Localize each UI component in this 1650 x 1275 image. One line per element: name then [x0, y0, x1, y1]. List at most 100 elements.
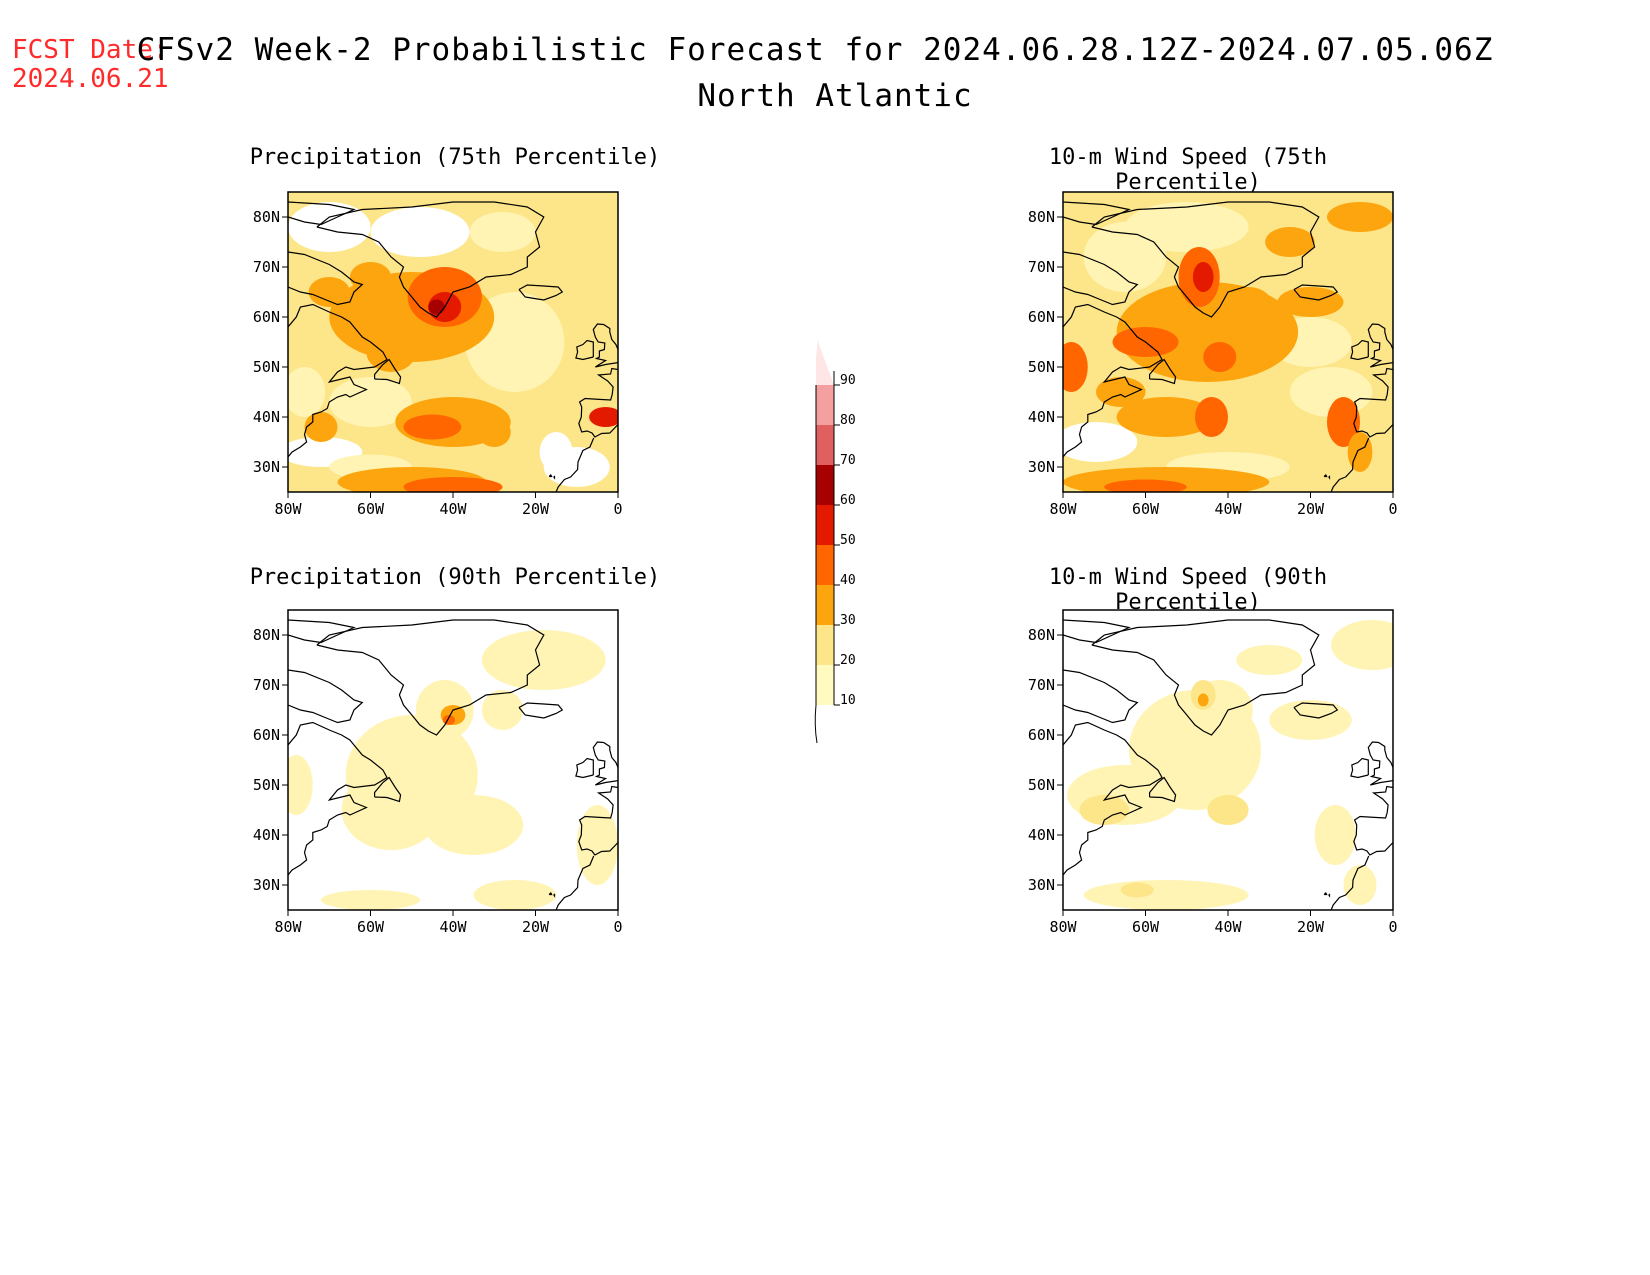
probability-contour [1265, 227, 1315, 257]
lat-tick-label: 60N [253, 308, 280, 326]
fcst-date-value: 2024.06.21 [12, 64, 169, 94]
coastline [1091, 201, 1320, 318]
page-title: CFSv2 Week-2 Probabilistic Forecast for … [136, 32, 1494, 68]
region-subtitle: North Atlantic [697, 78, 973, 114]
probability-contour [1063, 342, 1088, 392]
probability-contour [1195, 397, 1228, 437]
probability-contour [1203, 342, 1237, 372]
lat-tick-label: 60N [1028, 726, 1055, 744]
coastline [555, 437, 595, 492]
coastline [1350, 757, 1369, 779]
field-layer [288, 610, 618, 910]
lon-tick-label: 40W [439, 500, 467, 518]
lon-tick-label: 80W [274, 918, 302, 936]
colorbar-legend: 10 20 30 40 50 60 70 80 90 [814, 339, 856, 744]
coastline [316, 619, 545, 736]
lon-tick-label: 40W [1214, 918, 1242, 936]
probability-contour [304, 412, 338, 442]
probability-contour [1343, 865, 1377, 905]
probability-contour [576, 805, 618, 885]
coastline [316, 201, 545, 318]
coastline [518, 284, 564, 301]
coastline [374, 358, 402, 385]
lat-tick-label: 50N [253, 358, 280, 376]
field-layer [1063, 610, 1393, 910]
probability-contour [1314, 805, 1356, 865]
coastline [575, 339, 594, 361]
colorbar-label: 60 [840, 493, 856, 508]
probability-contour [1197, 693, 1209, 707]
lon-tick-label: 80W [274, 500, 302, 518]
coastline [592, 323, 618, 368]
coastline [1063, 669, 1139, 724]
coastline [548, 474, 553, 478]
lon-tick-label: 0 [613, 500, 622, 518]
probability-contour [341, 770, 441, 850]
coastline [1293, 702, 1339, 719]
probability-contour [539, 432, 573, 472]
colorbar-swatch [816, 545, 834, 585]
probability-contour [1083, 880, 1249, 910]
panel-title-precip-90: Precipitation (90th Percentile) [249, 565, 661, 590]
coastline [288, 201, 356, 226]
colorbar-swatch [816, 425, 834, 465]
lat-tick-label: 50N [1028, 776, 1055, 794]
probability-contour [308, 277, 350, 307]
coastline [1367, 323, 1393, 368]
panel-title-wind-90: 10-m Wind Speed (90th Percentile) [1048, 565, 1328, 615]
probability-contour [329, 377, 412, 427]
probability-contour [1236, 645, 1303, 675]
probability-contour [1207, 795, 1249, 825]
lat-tick-label: 70N [1028, 676, 1055, 694]
colorbar-swatch [816, 505, 834, 545]
lat-tick-label: 40N [1028, 408, 1055, 426]
probability-contour [1327, 397, 1360, 447]
probability-contour [1277, 287, 1344, 317]
map-precip-90: 80N 70N 60N 50N 40N 30N 80W 60W 40W 20W 0 [253, 609, 623, 936]
lat-tick-label: 40N [253, 408, 280, 426]
lon-tick-label: 60W [1132, 500, 1160, 518]
lat-tick-label: 40N [1028, 826, 1055, 844]
lat-tick-label: 60N [253, 726, 280, 744]
colorbar-swatch [816, 339, 834, 385]
coastline [575, 757, 594, 779]
lon-tick-label: 60W [357, 500, 385, 518]
colorbar-swatch [816, 465, 834, 505]
coastline [1323, 892, 1328, 896]
probability-contour [288, 755, 313, 815]
coastline [1350, 339, 1369, 361]
coastline [288, 721, 388, 876]
colorbar-swatch [816, 625, 834, 665]
probability-contour [589, 407, 618, 427]
map-precip-75: 80N 70N 60N 50N 40N 30N 80W 60W 40W 20W 0 [253, 191, 623, 518]
probability-contour [1347, 432, 1373, 472]
lat-tick-label: 80N [253, 626, 280, 644]
coastline [578, 367, 618, 438]
coastline [374, 776, 402, 803]
map-wind-90: 80N 70N 60N 50N 40N 30N 80W 60W 40W 20W 0 [1028, 609, 1398, 936]
lat-tick-label: 60N [1028, 308, 1055, 326]
coastline [1063, 303, 1163, 458]
forecast-date: FCST Date: 2024.06.21 [12, 36, 169, 94]
probability-contour [1063, 422, 1138, 462]
probability-contour [366, 332, 416, 372]
colorbar-label: 70 [840, 453, 856, 468]
lat-tick-label: 70N [253, 676, 280, 694]
probability-contour [288, 367, 326, 417]
coastline [1293, 284, 1339, 301]
lon-tick-label: 40W [439, 918, 467, 936]
coastline [1091, 619, 1320, 736]
coastline [1063, 251, 1139, 306]
lat-tick-label: 80N [253, 208, 280, 226]
lon-tick-label: 60W [357, 918, 385, 936]
lat-tick-label: 30N [1028, 458, 1055, 476]
colorbar-lower-extension [814, 704, 818, 744]
field-layer [288, 192, 618, 492]
map-wind-75: 80N 70N 60N 50N 40N 30N 80W 60W 40W 20W 0 [1028, 191, 1398, 518]
colorbar-label: 40 [840, 573, 856, 588]
lon-tick-label: 20W [522, 500, 550, 518]
lon-tick-label: 20W [1297, 918, 1325, 936]
colorbar-label: 20 [840, 653, 856, 668]
coastline [1149, 358, 1177, 385]
probability-contour [424, 795, 524, 855]
